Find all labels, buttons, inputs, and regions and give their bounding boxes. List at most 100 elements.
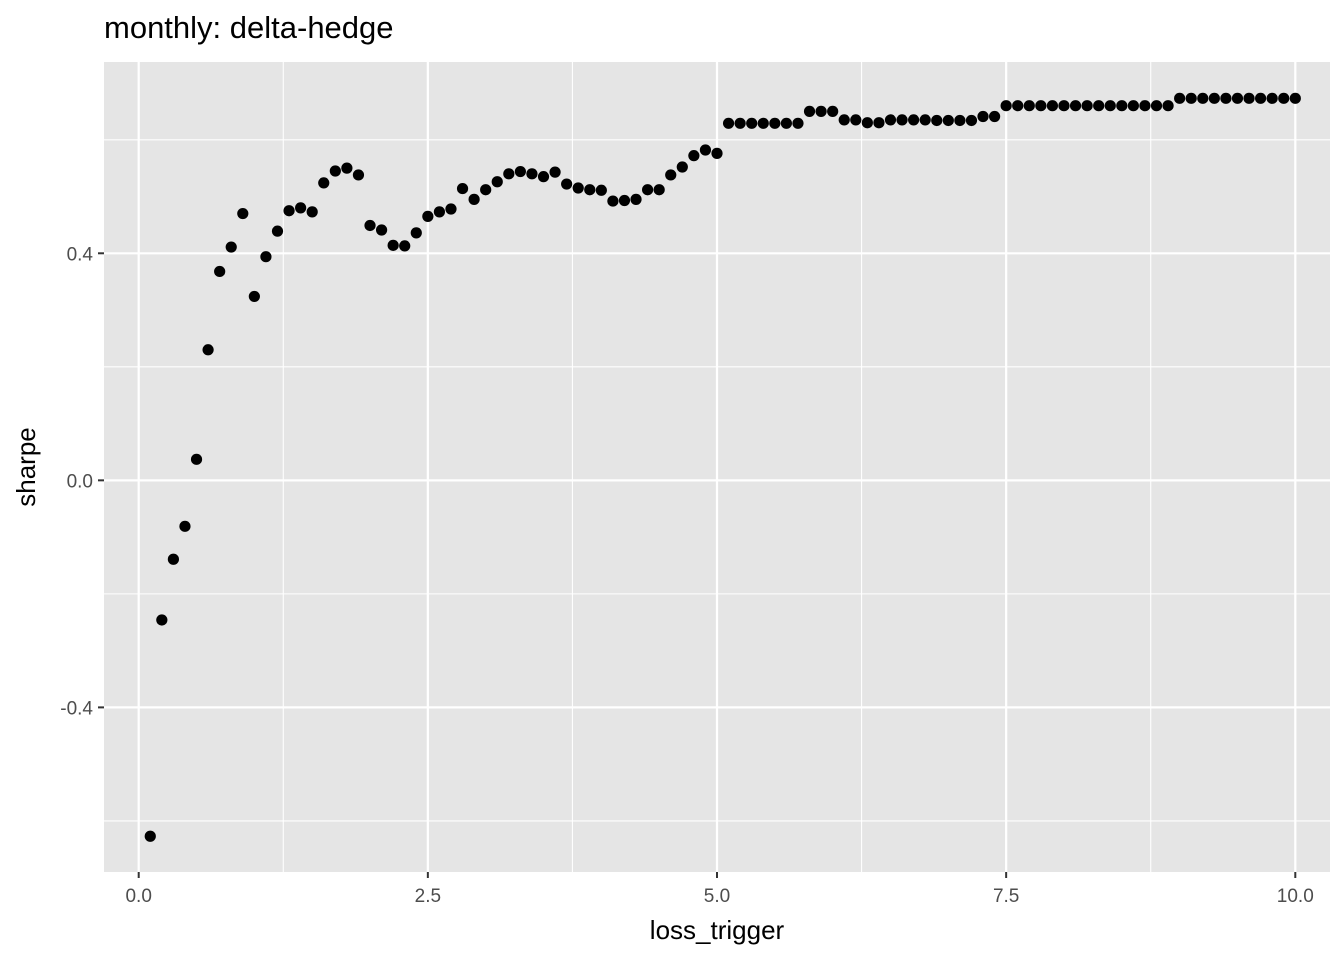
data-point [884,114,897,126]
data-point [642,184,654,196]
data-point [468,193,480,205]
data-point [1069,100,1082,112]
data-point [237,207,249,220]
data-point [734,117,746,129]
data-point [769,117,781,129]
data-point [375,224,388,236]
data-point [1278,92,1290,104]
data-point [1266,92,1278,104]
data-point [653,184,665,196]
data-point [1231,92,1244,104]
data-point [1127,100,1139,112]
data-point [1185,92,1197,104]
data-point [688,150,700,162]
data-point [873,117,885,129]
data-point [722,117,735,129]
data-point [1220,92,1232,104]
y-axis-title: sharpe [11,427,41,507]
data-point [514,165,526,178]
data-point [803,105,816,117]
data-point [988,110,1001,123]
data-point [838,114,850,126]
data-point [1162,100,1174,112]
data-point [861,117,873,129]
data-point [815,105,827,117]
data-point [1197,92,1209,104]
x-tick-label: 5.0 [704,886,730,907]
data-point [1012,100,1024,112]
data-points [144,92,1301,842]
data-point [248,290,260,303]
data-point [1116,100,1128,112]
data-point [295,202,307,214]
data-point [364,219,376,232]
data-point [329,165,341,177]
data-point [480,184,492,196]
data-point [167,553,179,565]
data-point [214,265,226,278]
data-point [919,114,931,126]
data-point [665,169,677,181]
data-point [1289,92,1301,104]
data-point [156,614,168,626]
data-point [456,182,469,195]
y-axis: -0.4 0.0 0.4 [60,244,104,719]
data-point [827,105,839,117]
data-point [1208,92,1220,104]
major-gridlines [104,62,1330,872]
data-point [1035,100,1047,112]
data-point [792,117,804,129]
data-point [746,117,758,129]
data-point [711,147,723,159]
data-point [931,114,943,127]
data-point [144,830,156,842]
data-point [526,168,538,180]
data-point [445,203,457,215]
data-point [1139,100,1151,112]
data-point [584,184,596,196]
data-point [595,184,607,196]
data-point [537,171,550,183]
y-tick-label: 0.0 [67,471,93,492]
data-point [676,161,688,173]
x-tick-label: 2.5 [415,886,441,907]
data-point [318,177,330,189]
x-tick-label: 0.0 [125,886,151,907]
data-point [1023,100,1035,112]
data-point [491,176,503,188]
y-tick-label: -0.4 [60,698,93,719]
data-point [341,162,353,174]
data-point [896,114,908,126]
data-point [433,206,446,218]
data-point [283,205,295,217]
data-point [572,182,584,194]
data-point [271,225,284,237]
data-point [1174,92,1186,104]
x-tick-label: 7.5 [993,886,1019,907]
data-point [1000,100,1012,112]
data-point [954,114,966,127]
data-point [699,144,712,156]
data-point [908,114,920,126]
x-axis: 0.0 2.5 5.0 7.5 10.0 [125,872,1314,907]
data-point [387,239,399,251]
data-point [618,194,631,207]
data-point [225,241,237,253]
data-point [410,227,422,239]
data-point [260,251,272,263]
data-point [965,114,978,127]
data-point [1058,100,1070,112]
data-point [549,166,561,178]
data-point [630,193,642,205]
data-point [503,168,515,180]
data-point [1255,92,1267,104]
data-point [1081,100,1093,112]
data-point [399,240,411,252]
data-point [757,117,769,129]
data-point [977,110,989,123]
data-point [561,178,573,190]
y-tick-label: 0.4 [67,244,94,265]
data-point [1093,100,1105,112]
data-point [1243,92,1255,104]
